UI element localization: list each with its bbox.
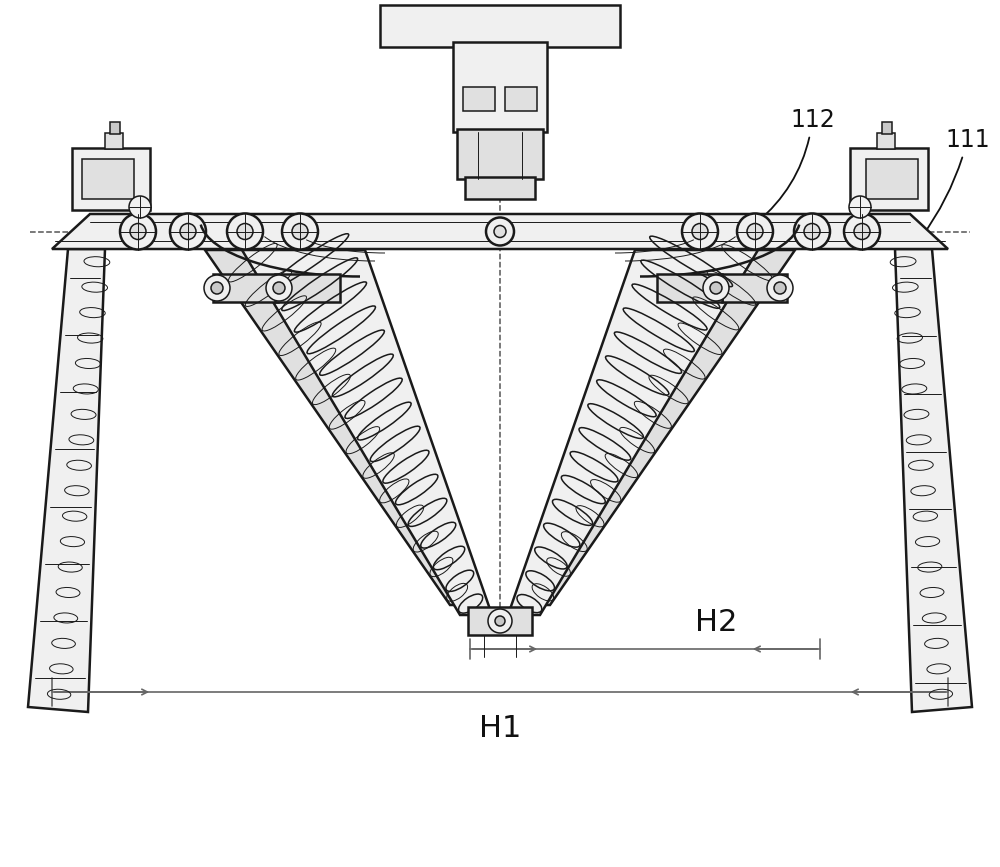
- Polygon shape: [52, 214, 948, 249]
- Circle shape: [692, 224, 708, 239]
- Bar: [453, 42, 547, 132]
- Circle shape: [211, 282, 223, 294]
- Bar: [457, 129, 543, 179]
- Text: H1: H1: [479, 714, 521, 743]
- Circle shape: [227, 213, 263, 250]
- Bar: [657, 274, 722, 302]
- Polygon shape: [242, 250, 492, 615]
- Text: 111: 111: [922, 128, 990, 237]
- Circle shape: [170, 213, 206, 250]
- Bar: [105, 133, 123, 149]
- Bar: [275, 274, 340, 302]
- Circle shape: [130, 224, 146, 239]
- Bar: [213, 274, 278, 302]
- Circle shape: [120, 213, 156, 250]
- Circle shape: [682, 213, 718, 250]
- Circle shape: [486, 218, 514, 245]
- Bar: [866, 159, 918, 199]
- Circle shape: [804, 224, 820, 239]
- Bar: [468, 607, 532, 635]
- Text: 112: 112: [757, 108, 835, 222]
- Text: H2: H2: [695, 608, 737, 637]
- Circle shape: [767, 275, 793, 301]
- Polygon shape: [205, 250, 480, 605]
- Circle shape: [129, 196, 151, 218]
- Polygon shape: [520, 250, 795, 605]
- Circle shape: [488, 609, 512, 633]
- Circle shape: [494, 225, 506, 238]
- Circle shape: [849, 196, 871, 218]
- Bar: [882, 122, 892, 134]
- Circle shape: [282, 213, 318, 250]
- Bar: [72, 148, 150, 210]
- Bar: [722, 274, 787, 302]
- Circle shape: [737, 213, 773, 250]
- Circle shape: [747, 224, 763, 239]
- Circle shape: [180, 224, 196, 239]
- Bar: [877, 133, 895, 149]
- Circle shape: [292, 224, 308, 239]
- Bar: [505, 87, 537, 111]
- Circle shape: [703, 275, 729, 301]
- Circle shape: [844, 213, 880, 250]
- Bar: [380, 5, 620, 47]
- Circle shape: [266, 275, 292, 301]
- Polygon shape: [895, 249, 972, 712]
- Bar: [465, 177, 535, 199]
- Bar: [463, 87, 495, 111]
- Circle shape: [710, 282, 722, 294]
- Circle shape: [854, 224, 870, 239]
- Bar: [82, 159, 134, 199]
- Polygon shape: [508, 250, 758, 615]
- Circle shape: [204, 275, 230, 301]
- Circle shape: [774, 282, 786, 294]
- Circle shape: [794, 213, 830, 250]
- Circle shape: [237, 224, 253, 239]
- Circle shape: [273, 282, 285, 294]
- Bar: [110, 122, 120, 134]
- Bar: [850, 148, 928, 210]
- Circle shape: [495, 616, 505, 626]
- Polygon shape: [28, 249, 105, 712]
